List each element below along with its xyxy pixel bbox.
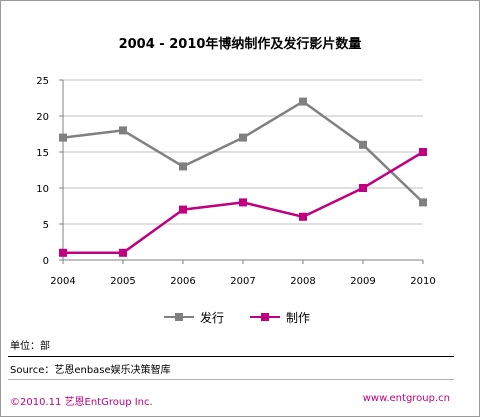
data-point-series-1: [239, 198, 247, 207]
legend-item-series-1: 制作: [250, 309, 310, 325]
legend-label-series-0: 发行: [200, 310, 225, 325]
y-tick-label: 15: [36, 148, 49, 159]
data-point-series-0: [119, 126, 127, 135]
data-point-series-0: [59, 133, 67, 142]
data-point-series-1: [359, 184, 367, 192]
divider-top: [8, 356, 454, 357]
chart-title: 2004 - 2010年博纳制作及发行影片数量: [118, 37, 362, 52]
data-point-series-0: [419, 198, 427, 207]
unit-note: 单位：部: [10, 341, 50, 352]
divider-bottom: [8, 379, 454, 380]
source-note: Source：艺恩enbase娱乐决策智库: [10, 365, 171, 376]
data-point-series-1: [179, 205, 187, 214]
x-tick-label: 2008: [290, 276, 315, 287]
legend-label-series-1: 制作: [286, 310, 311, 325]
x-tick-label: 2006: [170, 276, 195, 287]
y-tick-label: 0: [43, 256, 49, 267]
data-point-series-1: [119, 248, 127, 257]
data-point-series-1: [59, 248, 67, 257]
data-point-series-0: [299, 97, 307, 106]
x-tick-label: 2005: [110, 276, 135, 287]
y-tick-label: 20: [36, 112, 49, 123]
y-tick-label: 10: [36, 184, 49, 195]
x-tick-label: 2009: [350, 276, 375, 287]
legend-swatch-series-1: [250, 310, 280, 324]
footer-website[interactable]: www.entgroup.cn: [362, 393, 450, 404]
x-tick-label: 2007: [230, 276, 255, 287]
data-point-series-1: [299, 212, 307, 221]
data-point-series-0: [359, 140, 367, 149]
legend-swatch-series-0: [164, 310, 194, 324]
footer-copyright: ©2010.11 艺恩EntGroup Inc.: [10, 397, 153, 408]
data-point-series-0: [179, 162, 187, 171]
legend-item-series-0: 发行: [164, 309, 224, 325]
data-point-series-0: [239, 133, 247, 142]
y-tick-label: 5: [43, 220, 49, 231]
x-tick-label: 2010: [410, 276, 435, 287]
x-tick-label: 2004: [50, 276, 75, 287]
data-point-series-1: [419, 148, 427, 156]
y-tick-label: 25: [36, 76, 49, 87]
